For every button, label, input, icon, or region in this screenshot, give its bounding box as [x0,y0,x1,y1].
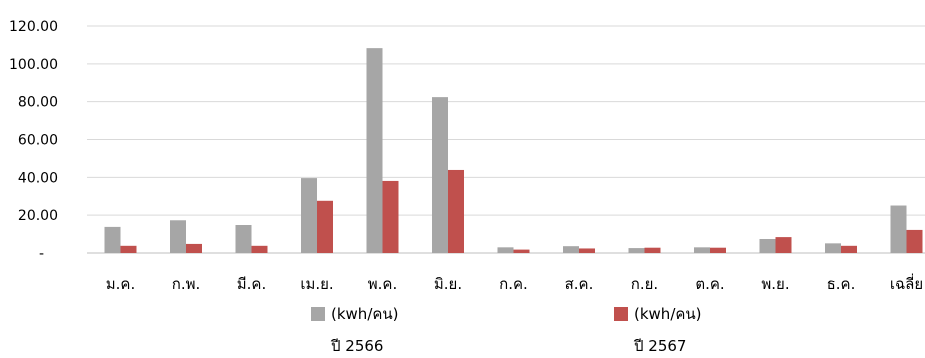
bar-2566-4 [366,48,383,253]
bar-2567-12 [906,229,923,253]
bar-2566-5 [432,97,448,253]
x-category-label: เฉลี่ย [890,273,923,293]
legend-swatch-2567 [614,307,628,321]
bar-2566-8 [628,248,645,253]
x-category-label: ต.ค. [695,275,724,293]
bar-2567-11 [841,245,857,253]
bar-2566-11 [825,243,841,253]
bar-2566-6 [497,247,514,253]
bar-2567-1 [186,243,202,253]
x-category-label: ก.ค. [499,275,528,293]
x-category-label: พ.ค. [368,275,397,293]
y-tick-label: 20.00 [18,208,58,224]
bar-2566-3 [301,178,317,253]
bar-2566-0 [104,226,121,253]
bar-2566-12 [890,205,907,253]
bar-chart: - 20.00 40.00 60.00 80.00 100.00 120.00 ม.ค. ก.พ… [9,19,925,293]
x-category-label: ก.พ. [172,275,201,293]
y-tick-label: 120.00 [9,19,58,35]
x-category-label: ม.ค. [106,275,135,293]
x-category-label: มิ.ย. [434,275,462,293]
x-category-label: ก.ย. [631,275,658,293]
bar-2566-2 [235,225,252,253]
legend-year-2566: ปี 2566 [331,337,384,355]
bar-2567-5 [448,169,464,253]
bar-2567-0 [120,245,137,253]
legend-item-2567: (kwh/คน) [614,302,702,326]
bar-2567-9 [710,247,726,253]
bar-2567-8 [644,247,661,253]
x-category-label: มี.ค. [237,275,266,293]
legend-label-2567: (kwh/คน) [634,305,702,323]
bar-2567-6 [513,249,530,253]
bar-2567-10 [775,237,792,253]
y-tick-label: 80.00 [18,95,58,111]
x-category-label: เม.ย. [300,275,333,293]
legend-year-2567: ปี 2567 [634,337,687,355]
x-category-label: ธ.ค. [827,275,856,293]
bar-2566-7 [563,246,579,253]
x-category-label: พ.ย. [761,275,789,293]
bar-2566-10 [759,239,776,253]
legend-swatch-2566 [311,307,325,321]
y-tick-label: 100.00 [9,57,58,73]
bar-2567-2 [251,245,268,253]
legend-label-2566: (kwh/คน) [331,305,399,323]
bar-2567-4 [382,180,399,253]
bar-2567-7 [579,248,595,253]
y-tick-label: - [39,246,44,262]
legend-item-2566: (kwh/คน) [311,302,399,326]
y-tick-label: 40.00 [18,170,58,186]
x-category-label: ส.ค. [565,275,594,293]
bar-2566-9 [694,247,710,253]
bar-2567-3 [317,200,333,253]
y-tick-label: 60.00 [18,133,58,149]
bar-2566-1 [170,220,186,253]
